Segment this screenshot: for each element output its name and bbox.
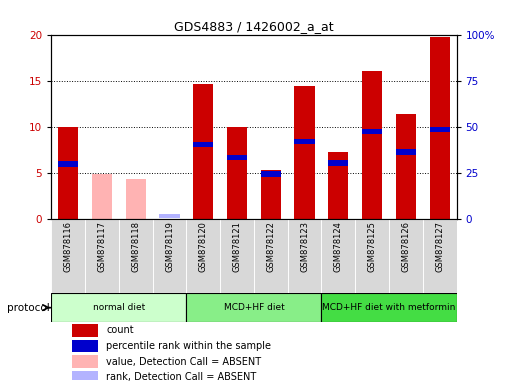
Bar [355, 219, 389, 293]
Text: GSM878122: GSM878122 [266, 222, 275, 272]
Text: GSM878117: GSM878117 [97, 222, 107, 272]
Bar [92, 174, 112, 219]
Text: GSM878123: GSM878123 [300, 222, 309, 272]
Bar [193, 84, 213, 219]
Bar [193, 142, 213, 147]
Bar [72, 371, 98, 384]
Bar [294, 139, 314, 144]
Text: GSM878120: GSM878120 [199, 222, 208, 272]
Bar [119, 219, 153, 293]
Text: percentile rank within the sample: percentile rank within the sample [106, 341, 271, 351]
Bar [152, 219, 186, 293]
Bar [51, 293, 186, 322]
Bar [254, 219, 288, 293]
Text: GSM878116: GSM878116 [64, 222, 73, 272]
Bar [294, 86, 314, 219]
Text: normal diet: normal diet [93, 303, 145, 312]
Text: GSM878127: GSM878127 [435, 222, 444, 272]
Bar [72, 339, 98, 352]
Text: GSM878118: GSM878118 [131, 222, 140, 272]
Text: value, Detection Call = ABSENT: value, Detection Call = ABSENT [106, 357, 261, 367]
Bar [126, 179, 146, 219]
Bar [58, 127, 78, 219]
Bar [389, 219, 423, 293]
Bar [51, 219, 85, 293]
Text: GSM878124: GSM878124 [334, 222, 343, 272]
Bar [227, 155, 247, 160]
Bar [362, 129, 382, 134]
Bar [396, 149, 416, 155]
Bar [423, 219, 457, 293]
Title: GDS4883 / 1426002_a_at: GDS4883 / 1426002_a_at [174, 20, 334, 33]
Bar [72, 355, 98, 368]
Bar [328, 152, 348, 219]
Bar [186, 293, 322, 322]
Bar [227, 127, 247, 219]
Text: protocol: protocol [7, 303, 50, 313]
Bar [72, 324, 98, 337]
Bar [328, 160, 348, 166]
Bar [261, 171, 281, 177]
Text: GSM878125: GSM878125 [368, 222, 377, 272]
Bar [429, 37, 450, 219]
Text: MCD+HF diet: MCD+HF diet [224, 303, 284, 312]
Bar [288, 219, 322, 293]
Bar [429, 127, 450, 132]
Text: count: count [106, 325, 133, 335]
Bar [160, 214, 180, 218]
Text: MCD+HF diet with metformin: MCD+HF diet with metformin [322, 303, 456, 312]
Text: GSM878126: GSM878126 [401, 222, 410, 272]
Bar [85, 219, 119, 293]
Bar [261, 170, 281, 219]
Bar [322, 219, 355, 293]
Bar [220, 219, 254, 293]
Bar [58, 161, 78, 167]
Text: GSM878119: GSM878119 [165, 222, 174, 272]
Text: rank, Detection Call = ABSENT: rank, Detection Call = ABSENT [106, 372, 256, 382]
Text: GSM878121: GSM878121 [232, 222, 242, 272]
Bar [322, 293, 457, 322]
Bar [396, 114, 416, 219]
Bar [186, 219, 220, 293]
Bar [362, 71, 382, 219]
